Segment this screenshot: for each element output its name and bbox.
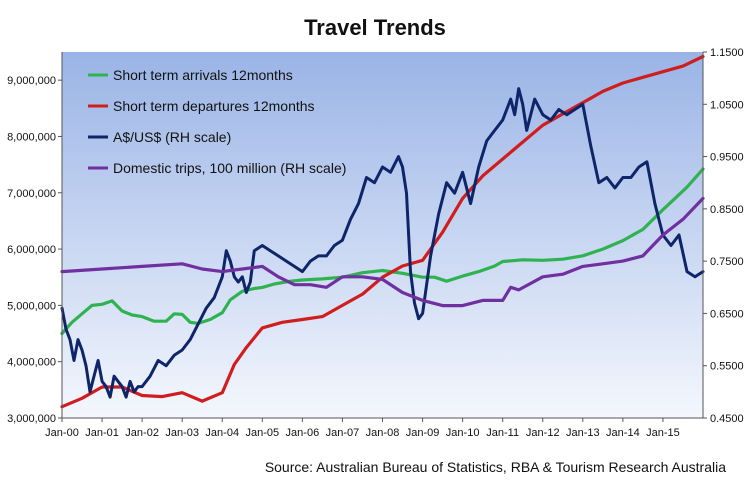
legend: Short term arrivals 12months Short term d… <box>88 67 346 176</box>
legend-label: Domestic trips, 100 million (RH scale) <box>113 160 346 176</box>
x-tick-label: Jan-13 <box>566 427 600 439</box>
left-tick-label: 4,000,000 <box>7 357 56 369</box>
x-tick-label: Jan-07 <box>326 427 360 439</box>
x-tick-label: Jan-06 <box>286 427 320 439</box>
right-tick-label: 0.4500 <box>710 413 744 425</box>
right-tick-label: 0.7500 <box>710 256 744 268</box>
x-tick-label: Jan-00 <box>45 427 79 439</box>
x-tick-label: Jan-12 <box>526 427 560 439</box>
source-note: Source: Australian Bureau of Statistics,… <box>265 459 726 475</box>
right-tick-label: 1.1500 <box>710 47 744 59</box>
chart-title: Travel Trends <box>304 15 446 40</box>
x-tick-label: Jan-09 <box>406 427 440 439</box>
legend-label: Short term departures 12months <box>113 98 315 114</box>
x-tick-label: Jan-08 <box>366 427 400 439</box>
series-line-2 <box>60 54 705 409</box>
x-tick-label: Jan-14 <box>606 427 640 439</box>
right-tick-label: 0.9500 <box>710 152 744 164</box>
right-tick-label: 0.5500 <box>710 361 744 373</box>
plot-area <box>62 52 703 418</box>
x-tick-label: Jan-11 <box>486 427 519 439</box>
x-tick-label: Jan-05 <box>245 427 279 439</box>
series-line-1 <box>60 167 705 336</box>
left-tick-label: 5,000,000 <box>7 300 56 312</box>
x-tick-label: Jan-01 <box>85 427 119 439</box>
series-layer <box>60 54 705 409</box>
x-tick-label: Jan-15 <box>646 427 680 439</box>
left-tick-label: 6,000,000 <box>7 244 56 256</box>
right-tick-label: 1.0500 <box>710 99 744 111</box>
legend-label: A$/US$ (RH scale) <box>113 129 231 145</box>
x-tick-label: Jan-04 <box>205 427 239 439</box>
right-tick-label: 0.6500 <box>710 308 744 320</box>
x-tick-label: Jan-02 <box>125 427 159 439</box>
right-tick-label: 0.8500 <box>710 204 744 216</box>
left-tick-label: 7,000,000 <box>7 188 56 200</box>
left-tick-label: 8,000,000 <box>7 131 56 143</box>
legend-label: Short term arrivals 12months <box>113 67 293 83</box>
x-tick-label: Jan-10 <box>446 427 480 439</box>
series-line-4 <box>60 196 705 308</box>
series-line-3 <box>60 87 705 399</box>
left-tick-label: 3,000,000 <box>7 413 56 425</box>
x-tick-label: Jan-03 <box>165 427 199 439</box>
axes-layer: 3,000,000 4,000,000 5,000,000 6,000,000 7,00… <box>7 47 744 439</box>
left-tick-label: 9,000,000 <box>7 75 56 87</box>
